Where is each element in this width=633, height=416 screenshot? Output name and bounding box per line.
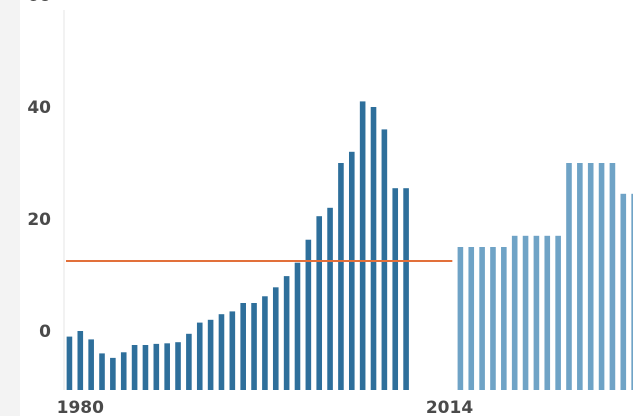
bar-chart: 6040200 198020142034 bbox=[27, 0, 633, 416]
historical-bar bbox=[186, 333, 192, 390]
historical-bar bbox=[142, 345, 149, 390]
historical-bar bbox=[77, 331, 84, 390]
historical-bar bbox=[196, 322, 203, 390]
y-tick-label: 40 bbox=[27, 98, 51, 118]
projection-bar bbox=[620, 193, 627, 390]
y-axis-tick-labels: 60 40 20 0 bbox=[27, 0, 51, 342]
historical-bar bbox=[305, 239, 312, 390]
bar-series-group bbox=[66, 101, 633, 391]
projection-bar bbox=[609, 163, 616, 390]
historical-bar bbox=[88, 339, 94, 390]
historical-bar bbox=[175, 342, 181, 390]
historical-bar bbox=[66, 336, 73, 390]
projection-bar bbox=[511, 235, 518, 390]
x-tick-label: 1980 bbox=[57, 398, 104, 416]
y-tick-label: 60 bbox=[27, 0, 51, 6]
projection-bar bbox=[577, 163, 583, 390]
projection-bar bbox=[587, 163, 594, 390]
historical-bar bbox=[392, 188, 399, 390]
historical-bar bbox=[164, 343, 170, 390]
projection-bar bbox=[522, 235, 529, 390]
projection-bar bbox=[544, 235, 551, 390]
y-tick-label: 0 bbox=[39, 322, 51, 342]
historical-bar bbox=[338, 163, 344, 390]
historical-bar bbox=[381, 129, 388, 390]
historical-bar bbox=[153, 343, 160, 390]
historical-bar bbox=[348, 151, 355, 390]
projection-bar bbox=[555, 235, 561, 390]
projection-bar bbox=[501, 247, 507, 390]
historical-bar bbox=[229, 311, 236, 390]
historical-bar bbox=[327, 207, 333, 390]
projection-bar bbox=[468, 247, 475, 390]
y-tick-label: 20 bbox=[27, 210, 51, 230]
historical-bar bbox=[316, 216, 323, 390]
historical-bar bbox=[131, 345, 138, 390]
historical-bar bbox=[294, 262, 301, 390]
historical-bar bbox=[120, 352, 127, 390]
historical-bar bbox=[370, 107, 377, 390]
historical-bar bbox=[207, 319, 214, 390]
x-axis-tick-labels: 198020142034 bbox=[57, 398, 474, 416]
historical-bar bbox=[272, 287, 279, 390]
historical-bar bbox=[262, 296, 268, 390]
historical-bar bbox=[99, 353, 105, 390]
historical-bar bbox=[283, 276, 290, 390]
historical-bar bbox=[218, 314, 225, 390]
projection-bar bbox=[533, 235, 540, 390]
historical-bar bbox=[251, 303, 257, 390]
historical-bar bbox=[110, 357, 116, 390]
projection-bar bbox=[457, 247, 464, 390]
historical-bar bbox=[359, 101, 366, 391]
projection-bar bbox=[631, 193, 633, 390]
chart-panel: 6040200 198020142034 bbox=[20, 0, 633, 416]
projection-bar bbox=[598, 163, 605, 390]
x-tick-label: 2014 bbox=[426, 398, 473, 416]
projection-bar bbox=[566, 163, 572, 390]
historical-bar bbox=[403, 188, 409, 390]
projection-bar bbox=[490, 247, 496, 390]
projection-bar bbox=[479, 247, 485, 390]
historical-bar bbox=[240, 303, 246, 390]
